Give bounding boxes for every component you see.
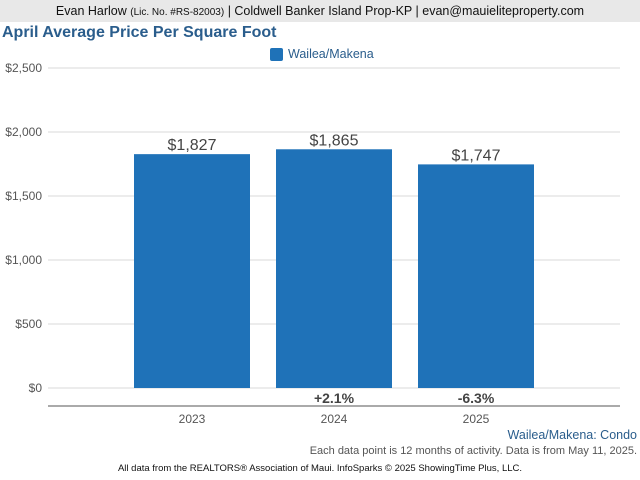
- bar: [418, 164, 534, 388]
- legend[interactable]: Wailea/Makena: [270, 46, 374, 62]
- legend-label: Wailea/Makena: [288, 47, 374, 61]
- y-tick-label: $1,500: [5, 189, 42, 203]
- chart-subtitle: Wailea/Makena: Condo: [507, 428, 637, 442]
- y-tick-label: $2,000: [5, 125, 42, 139]
- x-tick-label: 2024: [321, 412, 348, 426]
- bar: [276, 149, 392, 388]
- agent-name: Evan Harlow: [55, 4, 127, 18]
- bar: [134, 154, 250, 388]
- y-tick-label: $1,000: [5, 253, 42, 267]
- change-label: -6.3%: [458, 390, 495, 406]
- agent-contact: | Coldwell Banker Island Prop-KP | evan@…: [227, 4, 585, 18]
- y-tick-label: $2,500: [5, 61, 42, 75]
- chart-title: April Average Price Per Square Foot: [2, 24, 277, 41]
- x-tick-label: 2025: [463, 412, 490, 426]
- y-tick-label: $500: [15, 317, 42, 331]
- legend-swatch: [270, 47, 283, 61]
- data-label: $1,747: [452, 147, 501, 164]
- agent-header: Evan Harlow (Lic. No. #RS-82003) | Coldw…: [0, 0, 640, 22]
- data-note: Each data point is 12 months of activity…: [309, 445, 637, 457]
- footer-credit: All data from the REALTORS® Association …: [117, 463, 523, 474]
- y-tick-label: $0: [29, 381, 43, 395]
- data-label: $1,827: [168, 137, 217, 154]
- x-tick-label: 2023: [179, 412, 206, 426]
- change-label: +2.1%: [314, 390, 355, 406]
- data-label: $1,865: [310, 132, 359, 149]
- agent-license: (Lic. No. #RS-82003): [130, 7, 225, 18]
